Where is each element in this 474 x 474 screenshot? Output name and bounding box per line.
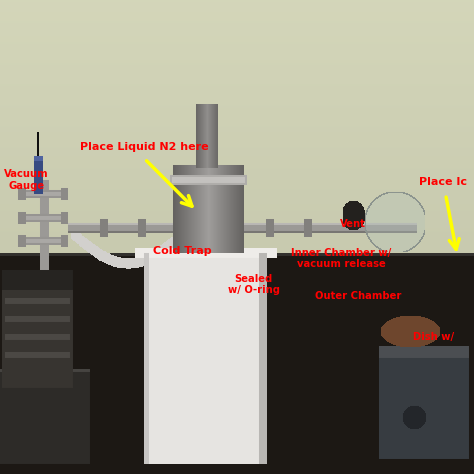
Text: Place Liquid N2 here: Place Liquid N2 here <box>80 142 209 152</box>
Text: Outer Chamber: Outer Chamber <box>315 291 401 301</box>
Text: Dish w/: Dish w/ <box>413 331 454 342</box>
Text: Vacuum
Gauge: Vacuum Gauge <box>4 169 48 191</box>
Text: Vent: Vent <box>340 219 366 229</box>
Text: Inner Chamber w/
vacuum release: Inner Chamber w/ vacuum release <box>291 247 392 269</box>
Text: Cold Trap: Cold Trap <box>153 246 212 256</box>
Text: Sealed
w/ O-ring: Sealed w/ O-ring <box>228 273 280 295</box>
Text: Place Ic: Place Ic <box>419 177 467 188</box>
